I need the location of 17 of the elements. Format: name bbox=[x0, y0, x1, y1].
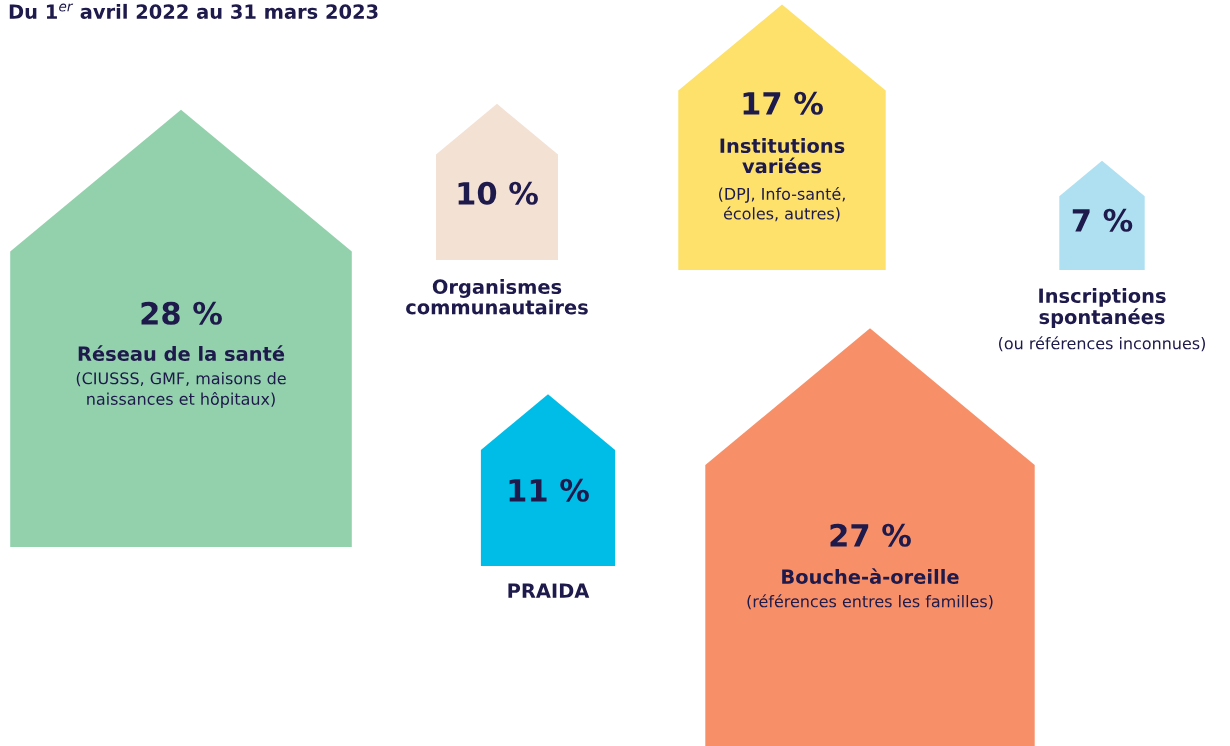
category-label: Organismes communautaires bbox=[406, 279, 588, 315]
text: (CIUSSS, GMF, maisons de naissances et hôpitaux) bbox=[76, 372, 286, 409]
text: (références entres les familles) bbox=[747, 594, 993, 610]
category-label: Institutions variées bbox=[720, 138, 845, 174]
data-label: 28 % bbox=[141, 301, 222, 325]
category-label: Réseau de la santé bbox=[78, 345, 285, 362]
text: (DPJ, Info-santé, écoles, autres) bbox=[719, 186, 845, 222]
category-label: Bouche-à-oreille bbox=[782, 568, 959, 585]
data-label: 17 % bbox=[743, 91, 823, 115]
data-label: 10 % bbox=[458, 181, 538, 205]
data-label: 11 % bbox=[509, 478, 589, 502]
text: Du 1$^{er}$ avril 2022 au 31 mars 2023 bbox=[9, 3, 378, 19]
data-label: 27 % bbox=[830, 523, 911, 547]
data-label: 7 % bbox=[1072, 208, 1133, 232]
category-label: PRAIDA bbox=[508, 583, 590, 598]
category-label: Inscriptions spontanées bbox=[1039, 288, 1166, 328]
text: (ou références inconnues) bbox=[999, 336, 1205, 352]
